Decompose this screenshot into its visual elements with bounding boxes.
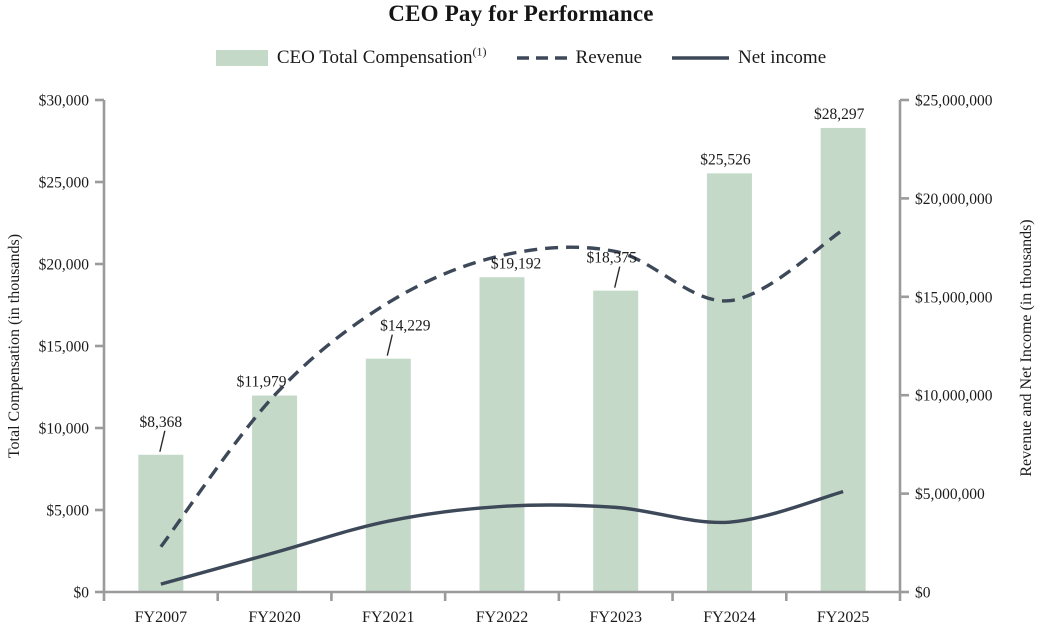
chart-title: CEO Pay for Performance xyxy=(388,1,654,26)
label-leader-line xyxy=(159,430,166,452)
bar-fy2025 xyxy=(820,127,866,592)
solid-line-icon xyxy=(672,56,730,60)
right-tick-label: $20,000,000 xyxy=(915,191,993,208)
bar-fy2024 xyxy=(706,173,752,592)
right-tick-label: $15,000,000 xyxy=(915,289,993,306)
bar-fy2023 xyxy=(593,290,639,592)
category-label: FY2022 xyxy=(476,609,528,626)
left-tick-label: $0 xyxy=(74,585,90,602)
left-tick-label: $20,000 xyxy=(39,257,90,274)
bar-value-label: $19,192 xyxy=(491,255,541,272)
right-tick-label: $10,000,000 xyxy=(915,388,993,405)
left-tick-label: $10,000 xyxy=(39,421,90,438)
label-leader-line xyxy=(386,334,393,356)
left-tick-label: $30,000 xyxy=(39,93,90,110)
category-label: FY2020 xyxy=(248,609,300,626)
bar-swatch-icon xyxy=(215,50,268,66)
bar-value-label: $14,229 xyxy=(380,318,431,335)
left-tick-label: $5,000 xyxy=(46,503,89,520)
bar-value-label: $18,375 xyxy=(587,250,638,267)
right-tick-label: $5,000,000 xyxy=(915,486,985,503)
left-tick-label: $25,000 xyxy=(39,175,90,192)
left-tick-label: $15,000 xyxy=(39,339,90,356)
category-label: FY2023 xyxy=(589,609,641,626)
bar-value-label: $11,979 xyxy=(237,374,287,391)
bar-fy2022 xyxy=(479,277,525,592)
category-label: FY2024 xyxy=(703,609,755,626)
net-income-line xyxy=(160,489,844,586)
legend-item-revenue: Revenue xyxy=(516,47,643,69)
bar-value-label: $28,297 xyxy=(814,106,865,123)
category-label: FY2021 xyxy=(362,609,414,626)
legend-label-ceo-compensation: CEO Total Compensation(1) xyxy=(276,44,487,68)
category-label: FY2007 xyxy=(135,609,187,626)
category-label: FY2025 xyxy=(817,609,869,626)
legend-item-ceo-compensation: CEO Total Compensation(1) xyxy=(215,44,487,69)
right-tick-label: $0 xyxy=(915,585,931,602)
bar-fy2020 xyxy=(252,395,298,592)
bar-value-label: $8,368 xyxy=(140,414,183,431)
footnote-marker: (1) xyxy=(472,44,487,59)
bar-value-label: $25,526 xyxy=(700,151,751,168)
chart-legend: CEO Total Compensation(1) Revenue Net in… xyxy=(0,44,1042,69)
bar-fy2021 xyxy=(365,358,411,592)
revenue-line xyxy=(159,228,845,548)
right-tick-label: $25,000,000 xyxy=(915,93,993,110)
legend-item-net-income: Net income xyxy=(672,47,826,69)
label-leader-line xyxy=(614,266,621,288)
legend-label-net-income: Net income xyxy=(738,47,827,68)
dashed-line-icon xyxy=(516,56,567,60)
legend-label-revenue: Revenue xyxy=(575,47,643,68)
